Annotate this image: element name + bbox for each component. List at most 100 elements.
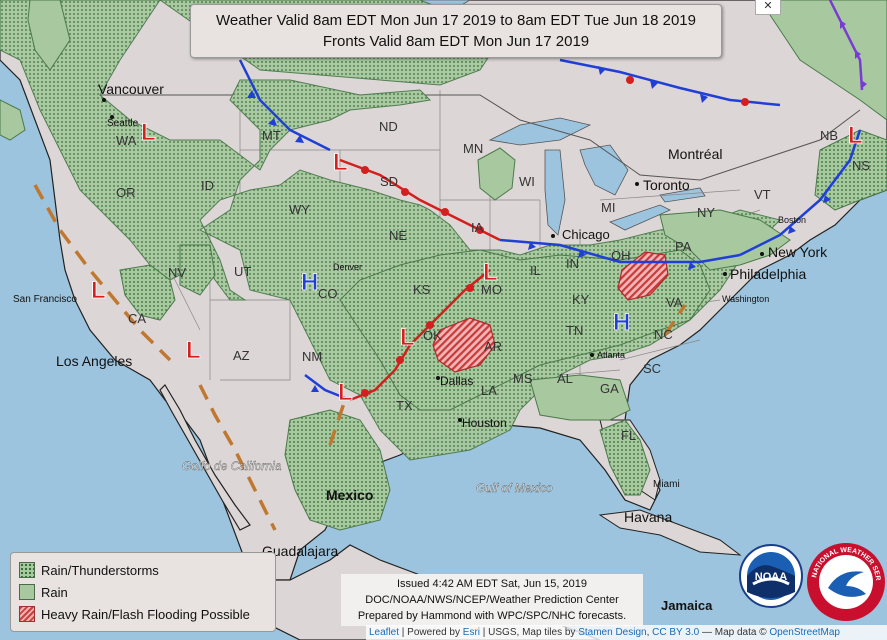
state-label: ND [379,119,398,134]
state-label: PA [675,239,692,254]
state-label: UT [234,264,251,279]
rain-swatch [19,584,35,600]
state-label: KS [413,282,431,297]
front-southern [349,269,491,402]
city-label: Houston [462,416,507,430]
state-label: CO [318,286,338,301]
front-coastal [739,129,862,257]
city-label: Havana [624,509,672,525]
legend-label: Rain [41,584,68,600]
state-label: IL [530,263,541,278]
city-label: Jamaica [661,598,713,613]
osm-link[interactable]: OpenStreetMap [769,627,840,638]
attribution-text: | USGS, Map tiles by [480,627,579,638]
state-label: NY [697,205,715,220]
stamen-link[interactable]: Stamen Design [578,627,647,638]
state-label: AR [484,339,502,354]
state-label: OH [611,248,631,263]
state-label: WA [116,133,137,148]
city-label: Philadelphia [730,266,806,282]
flash-flood-areas [432,251,669,373]
front-east-canada [828,0,864,91]
attribution-text: , [646,627,653,638]
city-label: Toronto [643,177,690,193]
rain-thunderstorms-swatch [19,562,35,578]
city-label: Montréal [668,146,722,162]
state-label: LA [481,383,497,398]
state-label: WY [289,202,310,217]
low-pressure-center: L [338,379,353,406]
state-label: NS [852,158,870,173]
issued-time: Issued 4:42 AM EDT Sat, Jun 15, 2019 [397,578,587,590]
water-label: Gulf of Mexico [476,481,553,495]
city-label: Washington [722,294,769,304]
map-attribution: Leaflet | Powered by Esri | USGS, Map ti… [366,625,887,640]
water-labels: Golfo de California Gulf of Mexico [182,459,553,495]
state-label: WI [519,174,535,189]
leaflet-link[interactable]: Leaflet [369,627,400,638]
issuing-agency: DOC/NOAA/NWS/NCEP/Weather Prediction Cen… [365,594,619,606]
state-label: OR [116,185,136,200]
front-midwest [499,238,741,264]
lake-huron [579,144,629,196]
close-icon[interactable]: ✕ [755,0,781,15]
state-label: NB [820,128,838,143]
map-title: Weather Valid 8am EDT Mon Jun 17 2019 to… [215,12,696,29]
state-label: NM [302,349,322,364]
front-nm [304,374,346,400]
state-label: VT [754,187,771,202]
map-subtitle: Fronts Valid 8am EDT Mon Jun 17 2019 [322,33,590,50]
lake-superior [488,117,592,146]
state-label: SD [380,174,398,189]
state-label: IN [566,256,579,271]
front-montana [238,59,331,152]
state-labels: WA OR CA NV ID MT WY UT AZ CO NM ND SD N… [116,119,870,443]
city-label: Guadalajara [262,543,338,559]
cuba [598,509,742,556]
state-label: OK [423,328,442,343]
state-label: MI [601,200,615,215]
us-canada-border [70,94,861,181]
state-label: CA [128,311,146,326]
troughs [33,184,687,531]
flash-flooding-swatch [19,606,35,622]
issued-box: Issued 4:42 AM EDT Sat, Jun 15, 2019 DOC… [341,574,643,626]
esri-link[interactable]: Esri [462,627,481,638]
state-label: GA [600,381,619,396]
state-label: NE [389,228,407,243]
state-label: IA [471,220,484,235]
city-label: Seattle [107,118,139,129]
state-label: MS [513,371,533,386]
prepared-by: Prepared by Hammond with WPC/SPC/NHC for… [357,610,627,622]
state-label: AZ [233,348,250,363]
state-label: MO [481,282,502,297]
legend-item-rain-thunderstorms: Rain/Thunderstorms [19,559,275,581]
lake-erie [608,204,671,231]
city-label: Vancouver [98,81,164,97]
state-label: AL [557,371,573,386]
high-pressure-center: H [301,269,318,296]
legend-label: Heavy Rain/Flash Flooding Possible [41,606,250,622]
city-labels: Vancouver Seattle San Francisco Los Ange… [13,81,828,613]
attribution-text: | Powered by [399,627,463,638]
state-label: TN [566,323,583,338]
city-label: Dallas [440,374,473,388]
map-title-box: Weather Valid 8am EDT Mon Jun 17 2019 to… [190,4,722,58]
noaa-logo-text: NOAA [755,571,787,583]
baja-california [159,384,251,531]
state-label: FL [621,428,636,443]
state-label: MN [463,141,483,156]
city-label: Atlanta [597,350,625,360]
city-label: San Francisco [13,294,77,305]
low-pressure-center: L [91,277,106,304]
rain-areas [0,0,887,421]
low-pressure-center-east: L [848,122,863,149]
state-label: NC [654,327,673,342]
legend-item-rain: Rain [19,581,275,603]
city-label: New York [768,244,828,260]
city-label: Boston [778,215,806,225]
low-pressure-center: L [400,324,415,351]
city-label: Mexico [326,487,373,503]
cc-by-link[interactable]: CC BY 3.0 [652,627,700,638]
